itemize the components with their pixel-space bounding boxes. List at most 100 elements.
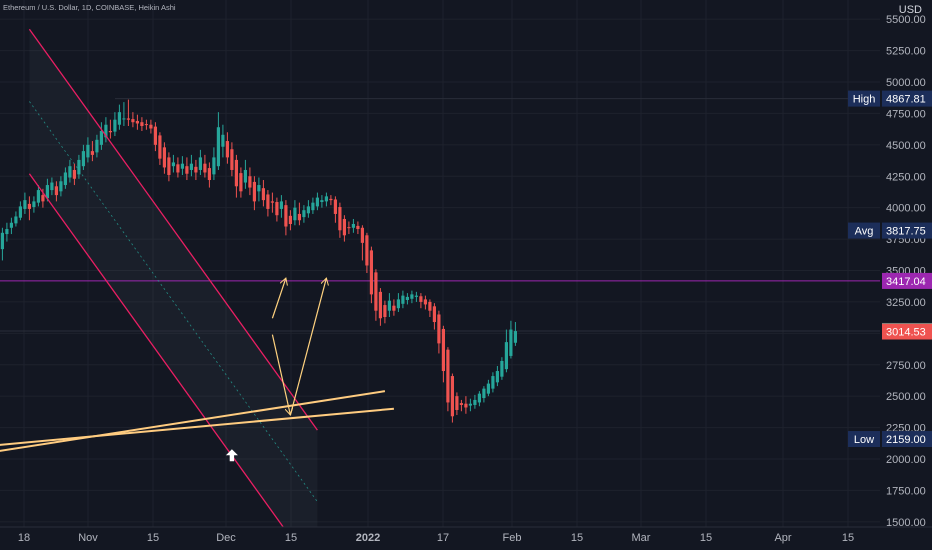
candle [342, 215, 346, 242]
candle-body [63, 172, 67, 186]
candle-body [230, 149, 234, 170]
candle-body [144, 124, 148, 126]
channel-fill [29, 29, 318, 527]
candle-body [5, 229, 9, 235]
candle-body [234, 159, 238, 187]
candle [378, 288, 382, 326]
candle [459, 399, 463, 412]
candle-body [86, 144, 90, 158]
price-label-name: Avg [855, 226, 874, 238]
candle [216, 112, 220, 170]
candle [207, 162, 211, 188]
candle-body [347, 227, 351, 229]
candle [293, 200, 297, 226]
candle-body [135, 120, 139, 124]
candle [189, 154, 193, 177]
candle [185, 157, 189, 181]
candle-body [81, 151, 85, 167]
candle-body [482, 388, 486, 399]
x-tick-label: 15 [842, 532, 854, 544]
candle-body [126, 118, 130, 120]
candle [167, 152, 171, 182]
y-tick-label: 4750.00 [886, 108, 926, 120]
candle [95, 134, 99, 158]
candle [198, 149, 202, 175]
candle [243, 159, 247, 189]
candle-body [45, 185, 49, 199]
candle-body [293, 207, 297, 221]
candle-body [414, 295, 418, 297]
candle-body [423, 299, 427, 305]
candle [104, 117, 108, 143]
price-label-name-box [848, 431, 880, 448]
candle-body [167, 157, 171, 175]
candle [432, 303, 436, 330]
symbol-header[interactable]: Ethereum / U.S. Dollar, 1D, COINBASE, He… [3, 3, 176, 12]
candle-body [459, 403, 463, 405]
candle [153, 122, 157, 152]
y-tick-label: 5000.00 [886, 77, 926, 89]
candle-body [131, 119, 135, 123]
candle-body [36, 190, 40, 203]
candle [261, 180, 265, 207]
candle [113, 112, 117, 137]
candle-body [176, 164, 180, 173]
candle [302, 205, 306, 223]
candle-body [275, 202, 279, 216]
candle [212, 147, 216, 181]
price-label-value: 2159.00 [886, 434, 926, 446]
candle-body [198, 157, 202, 170]
candle-body [378, 291, 382, 319]
candle [419, 293, 423, 309]
candle-body [495, 371, 499, 383]
candle-body [95, 139, 99, 153]
candle [387, 293, 391, 317]
candle-body [149, 124, 153, 129]
candle [360, 225, 364, 261]
price-label-box [882, 323, 932, 340]
candle [234, 154, 238, 198]
x-tick-label: 2022 [356, 532, 380, 544]
candle [288, 210, 292, 231]
candle [495, 366, 499, 387]
candle [297, 202, 301, 226]
candle [455, 392, 459, 416]
candle [396, 293, 400, 312]
candle-body [212, 157, 216, 175]
x-tick-label: 18 [18, 532, 30, 544]
candle [54, 181, 58, 202]
candle [23, 192, 27, 214]
price-label-value: 3014.53 [886, 327, 926, 339]
candle [500, 357, 504, 380]
candle [68, 159, 72, 183]
x-tick-label: Dec [216, 532, 236, 544]
candle [171, 154, 175, 173]
candle [18, 201, 22, 221]
candle-body [450, 376, 454, 417]
y-tick-label: 2750.00 [886, 360, 926, 372]
candle [369, 246, 373, 304]
x-tick-label: Nov [78, 532, 98, 544]
price-label: 3817.75 Avg [848, 222, 932, 239]
candle [441, 325, 445, 383]
candle-body [90, 151, 94, 155]
candle-body [239, 173, 243, 192]
candle [266, 190, 270, 217]
candle-body [405, 296, 409, 301]
candle [135, 114, 139, 130]
candle-body [302, 210, 306, 218]
candle-body [338, 207, 342, 231]
candle [338, 202, 342, 238]
candle [27, 196, 31, 221]
candle-body [221, 134, 225, 147]
candle-body [356, 225, 360, 230]
price-label-box [882, 90, 932, 107]
price-label: 3417.04 [882, 272, 932, 289]
candle-body [468, 403, 472, 406]
candle-body [365, 235, 369, 266]
up-arrow-marker [225, 449, 238, 462]
candle [473, 394, 477, 409]
candle [5, 222, 9, 242]
